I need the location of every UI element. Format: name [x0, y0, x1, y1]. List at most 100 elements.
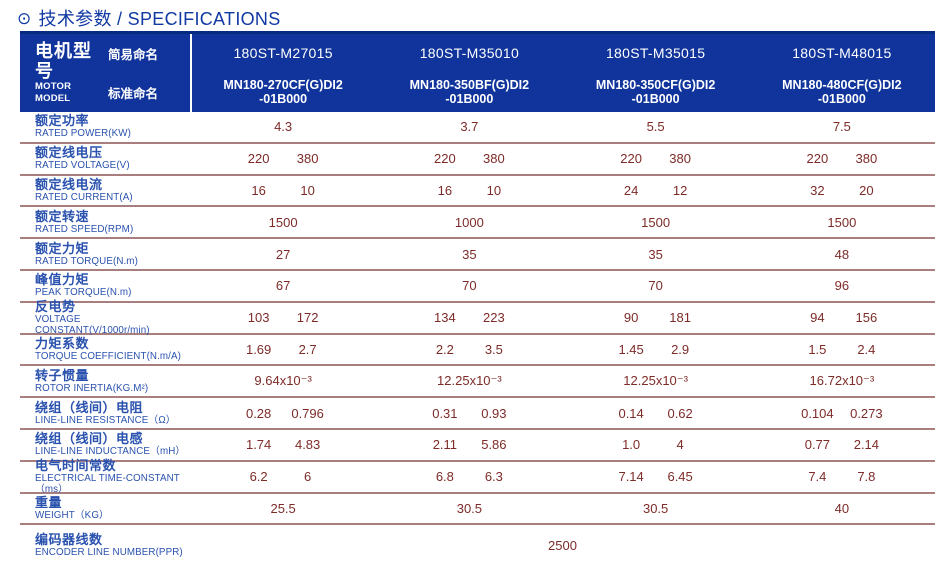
- value: 12.25x10⁻³: [623, 373, 688, 389]
- value: 0.273: [850, 405, 883, 421]
- cell-value: 1500: [563, 207, 749, 237]
- cell-value: 25.5: [190, 494, 376, 524]
- value: 6.2: [249, 469, 268, 485]
- cell-value: 12.25x10⁻³: [563, 366, 749, 396]
- cell-value: 2.2 3.5: [376, 335, 562, 365]
- value: 1.69: [245, 341, 272, 357]
- cell-value-spanning: 2500: [190, 525, 935, 565]
- row-label-zh: 绕组（线间）电感: [35, 431, 144, 447]
- cell-value: 0.77 2.14: [749, 430, 935, 460]
- value: 0.62: [667, 405, 693, 421]
- value: 20: [859, 182, 874, 198]
- value: 12.25x10⁻³: [437, 373, 502, 389]
- value: 103: [247, 310, 270, 326]
- value: 4.83: [294, 437, 321, 453]
- value: 30.5: [456, 500, 483, 516]
- row-label-en: RATED POWER(KW): [35, 128, 132, 140]
- row-label-en: RATED CURRENT(A): [35, 191, 133, 203]
- value: 0.14: [618, 405, 644, 421]
- value: 10: [486, 182, 502, 198]
- row-label-en: PEAK TORQUE(N.m): [35, 287, 132, 299]
- spec-row-torque-coefficient: 力矩系数 TORQUE COEFFICIENT(N.m/A) 1.69 2.7 2…: [20, 335, 935, 367]
- row-label-zh: 额定线电流: [35, 176, 103, 192]
- cell-value: 1.74 4.83: [190, 430, 376, 460]
- value: 1.5: [808, 341, 827, 357]
- cell-value: 2.11 5.86: [376, 430, 562, 460]
- motor-model-label-zh: 电机型号: [35, 41, 92, 81]
- row-label-en: LINE-LINE RESISTANCE（Ω）: [35, 414, 176, 426]
- spec-row-voltage-constant: 反电势 VOLTAGE CONSTANT(V/1000r/min) 103 172…: [20, 299, 935, 336]
- value: 1.0: [622, 437, 641, 453]
- value: 380: [855, 151, 878, 167]
- cell-value: 1500: [749, 207, 935, 237]
- row-label-en: ENCODER LINE NUMBER(PPR): [35, 546, 183, 558]
- cell-value: 6.2 6: [190, 462, 376, 492]
- value: 380: [669, 151, 691, 167]
- value: 48: [834, 246, 850, 262]
- cell-value: 30.5: [376, 494, 562, 524]
- cell-value: 220 380: [190, 144, 376, 174]
- value: 220: [247, 151, 270, 167]
- value: 2.2: [435, 341, 454, 357]
- spec-row-rated-voltage: 额定线电压 RATED VOLTAGE(V) 220 380 220 380 220…: [20, 144, 935, 176]
- value: 7.5: [832, 119, 851, 135]
- specifications-table: 电机型号 MOTOR MODEL 简易命名 标准命名 180ST-M27015 …: [20, 31, 935, 565]
- page-title-text: 技术参数 / SPECIFICATIONS: [38, 9, 281, 29]
- value: 0.77: [804, 437, 831, 453]
- value: 0.796: [291, 405, 324, 421]
- row-label-zh: 额定功率: [35, 113, 90, 129]
- value: 4: [676, 437, 684, 453]
- cell-value: 220 380: [563, 144, 749, 174]
- value: 0.28: [245, 405, 272, 421]
- value: 96: [834, 278, 850, 294]
- cell-value: 0.104 0.273: [749, 398, 935, 428]
- value: 35: [648, 246, 663, 262]
- value: 1500: [641, 214, 671, 230]
- row-label-en: VOLTAGE CONSTANT(V/1000r/min): [35, 313, 150, 336]
- value: 7.14: [618, 469, 644, 485]
- row-label-zh: 电气时间常数: [35, 457, 117, 473]
- value: 5.86: [481, 437, 507, 453]
- value: 380: [296, 151, 319, 167]
- standard-name-line1: MN180-350BF(G)DI2: [409, 78, 530, 92]
- cell-value: 24 12: [563, 176, 749, 206]
- value: 2.7: [298, 341, 317, 357]
- row-label-en: TORQUE COEFFICIENT(N.m/A): [35, 350, 182, 362]
- row-label-en: LINE-LINE INDUCTANCE（mH）: [35, 446, 186, 458]
- row-label-zh: 转子惯量: [35, 367, 90, 383]
- value: 1500: [827, 214, 857, 230]
- cell-value: 103 172: [190, 303, 376, 333]
- value: 156: [855, 310, 878, 326]
- value: 4.3: [274, 119, 293, 135]
- cell-value: 0.31 0.93: [376, 398, 562, 428]
- row-label: 电气时间常数 ELECTRICAL TIME-CONSTANT（ms）: [20, 457, 190, 495]
- cell-value: 70: [376, 271, 562, 301]
- simple-model-name: 180ST-M35010: [419, 45, 520, 61]
- spec-row-rotor-inertia: 转子惯量 ROTOR INERTIA(KG.M²) 9.64x10⁻³ 12.2…: [20, 366, 935, 399]
- simple-name-label: 简易命名: [108, 48, 159, 62]
- cell-value: 220 380: [749, 144, 935, 174]
- standard-model-name: MN180-480CF(G)DI2 -01B000: [749, 72, 935, 112]
- value: 9.64x10⁻³: [254, 373, 312, 389]
- value: 2.11: [432, 437, 458, 453]
- spec-row-time-constant: 电气时间常数 ELECTRICAL TIME-CONSTANT（ms） 6.2 6…: [20, 457, 935, 495]
- value: 24: [623, 182, 639, 198]
- model-column-header: 180ST-M35015 MN180-350CF(G)DI2 -01B000: [563, 34, 749, 112]
- cell-value: 27: [190, 239, 376, 269]
- row-label: 峰值力矩 PEAK TORQUE(N.m): [20, 271, 190, 301]
- value: 380: [483, 151, 505, 167]
- value: 25.5: [270, 500, 296, 516]
- value: 16: [251, 182, 266, 198]
- row-label-en: RATED SPEED(RPM): [35, 223, 134, 235]
- standard-name-line1: MN180-350CF(G)DI2: [595, 78, 716, 92]
- row-label: 重量 WEIGHT（KG）: [20, 494, 190, 524]
- row-label-zh: 绕组（线间）电阻: [35, 399, 144, 415]
- value: 6.8: [435, 469, 454, 485]
- header-divider: [190, 34, 192, 112]
- motor-model-cell: 电机型号 MOTOR MODEL: [20, 34, 108, 112]
- spec-row-weight: 重量 WEIGHT（KG） 25.5 30.5 30.5 40: [20, 494, 935, 526]
- row-label: 编码器线数 ENCODER LINE NUMBER(PPR): [20, 525, 190, 565]
- cell-value: 1.5 2.4: [749, 335, 935, 365]
- cell-value: 16.72x10⁻³: [749, 366, 935, 396]
- standard-name-line2: -01B000: [445, 92, 494, 106]
